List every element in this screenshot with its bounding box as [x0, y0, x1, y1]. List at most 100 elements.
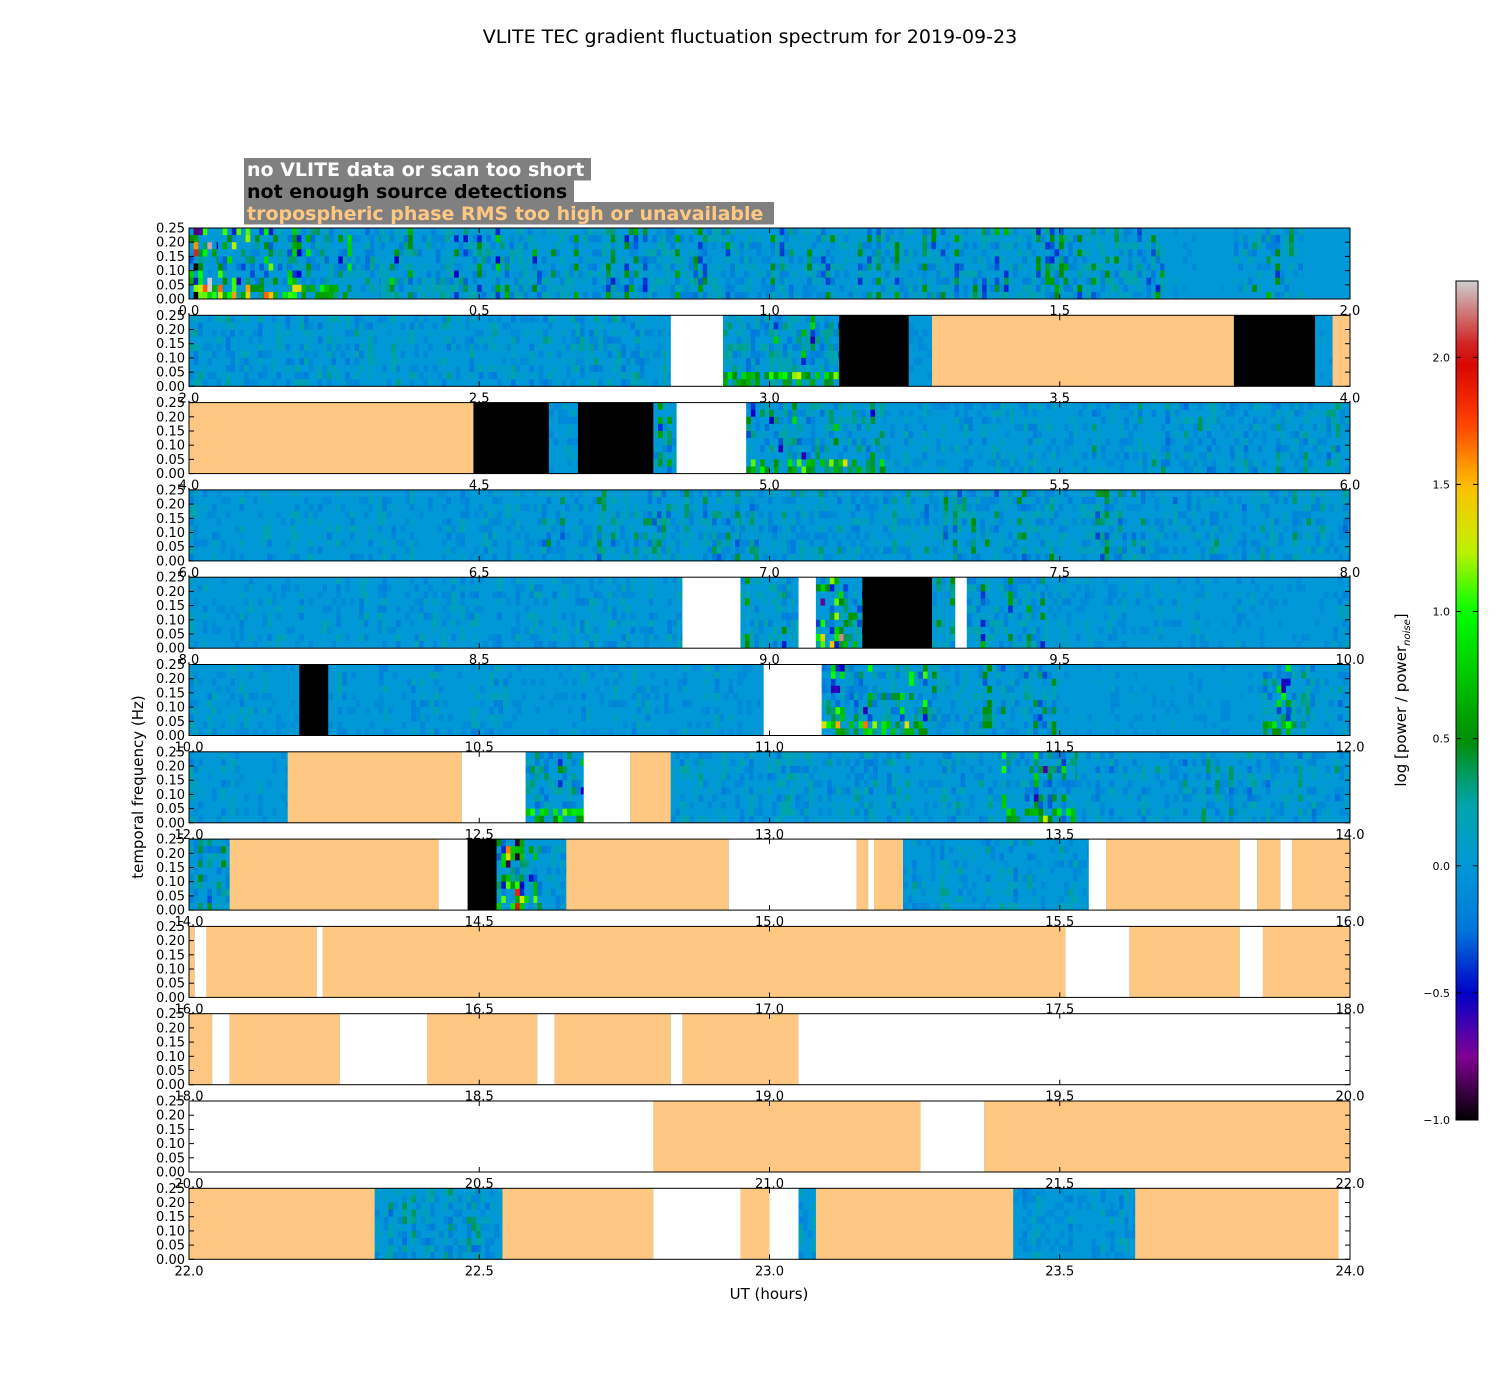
spectrum-cell: [222, 242, 228, 250]
spectrum-cell: [750, 431, 756, 439]
spectrum-cell: [212, 357, 217, 366]
spectrum-cell: [486, 263, 492, 271]
spectrum-cell: [262, 372, 268, 380]
spectrum-cell: [1270, 270, 1276, 278]
spectrum-cell: [527, 256, 533, 264]
spectrum-cell: [236, 256, 242, 264]
spectrum-cell: [879, 459, 885, 467]
spectrum-cell: [1055, 431, 1061, 439]
spectrum-cell: [959, 466, 965, 474]
spectrum-cell: [861, 438, 867, 446]
spectrum-cell: [398, 228, 404, 236]
spectrum-cell: [1326, 242, 1332, 250]
spectrum-cell: [783, 423, 788, 432]
spectrum-cell: [230, 379, 236, 387]
spectrum-cell: [936, 263, 941, 271]
spectrum-cell: [601, 284, 607, 293]
spectrum-cell: [865, 445, 871, 453]
y-tick-label: 0.25: [156, 222, 185, 237]
spectrum-cell: [308, 372, 314, 380]
spectrum-cell: [403, 256, 409, 264]
spectrum-cell: [262, 329, 268, 337]
spectrum-cell: [982, 291, 987, 300]
spectrum-cell: [796, 431, 802, 439]
spectrum-cell: [862, 235, 868, 243]
spectrum-cell: [816, 263, 822, 271]
spectrum-cell: [296, 242, 302, 250]
spectrum-cell: [732, 350, 738, 359]
spectrum-cell: [658, 329, 664, 337]
spectrum-cell: [1100, 228, 1106, 236]
spectrum-cell: [1073, 452, 1079, 460]
spectrum-cell: [1064, 431, 1070, 439]
spectrum-cell: [248, 379, 254, 387]
spectrum-cell: [231, 235, 237, 243]
spectrum-cell: [876, 228, 882, 236]
spectrum-cell: [828, 365, 834, 373]
spectrum-cell: [917, 452, 923, 460]
spectrum-cell: [876, 256, 882, 264]
spectrum-cell: [1256, 263, 1262, 271]
spectrum-cell: [796, 423, 802, 432]
spectrum-cell: [856, 431, 862, 439]
spectrum-cell: [821, 263, 826, 271]
spectrum-cell: [405, 343, 411, 352]
spectrum-cell: [1040, 228, 1046, 236]
spectrum-cell: [1049, 235, 1055, 243]
spectrum-cell: [899, 452, 905, 460]
spectrum-cell: [922, 284, 928, 293]
spectrum-cell: [481, 263, 487, 271]
spectrum-cell: [986, 263, 991, 271]
spectrum-cell: [557, 379, 562, 387]
spectrum-cell: [248, 322, 254, 330]
spectrum-cell: [501, 379, 507, 387]
spectrum-cell: [1335, 270, 1341, 278]
spectrum-cell: [885, 459, 891, 467]
spectrum-cell: [538, 315, 544, 323]
spectrum-cell: [1228, 291, 1234, 300]
spectrum-cell: [271, 343, 277, 352]
spectrum-cell: [520, 336, 526, 344]
spectrum-cell: [899, 459, 905, 467]
spectrum-cell: [1233, 242, 1235, 250]
spectrum-cell: [838, 416, 844, 425]
spectrum-cell: [345, 379, 351, 387]
spectrum-cell: [661, 277, 667, 286]
spectrum-cell: [824, 445, 830, 453]
spectrum-cell: [379, 256, 381, 264]
spectrum-cell: [959, 402, 965, 410]
spectrum-cell: [467, 235, 473, 243]
spectrum-cell: [996, 466, 1001, 474]
spectrum-cell: [1317, 256, 1323, 264]
spectrum-cell: [833, 379, 839, 387]
spectrum-cell: [806, 431, 811, 439]
spectrum-cell: [730, 256, 736, 264]
spectrum-cell: [207, 235, 213, 243]
spectrum-cell: [959, 242, 964, 250]
spectrum-cell: [653, 357, 659, 366]
spectrum-cell: [999, 263, 1005, 271]
spectrum-cell: [830, 228, 836, 236]
spectrum-cell: [807, 235, 813, 243]
spectrum-cell: [264, 277, 269, 286]
spectrum-cell: [945, 242, 951, 250]
few-detections-segment: [577, 402, 654, 474]
spectrum-cell: [1210, 284, 1216, 293]
spectrum-cell: [647, 256, 653, 264]
spectrum-cell: [267, 343, 273, 352]
spectrum-cell: [1315, 350, 1321, 359]
spectrum-cell: [784, 270, 790, 278]
spectrum-cell: [825, 242, 831, 250]
spectrum-cell: [748, 263, 753, 271]
spectrum-cell: [787, 423, 793, 432]
spectrum-cell: [437, 343, 443, 352]
spectrum-cell: [578, 249, 584, 257]
spectrum-cell: [306, 235, 311, 243]
spectrum-cell: [1054, 242, 1060, 250]
spectrum-cell: [1298, 270, 1304, 278]
spectrum-cell: [824, 365, 830, 373]
spectrum-cell: [1315, 322, 1321, 330]
spectrum-cell: [852, 445, 857, 453]
spectrum-cell: [369, 235, 375, 243]
spectrum-cell: [327, 329, 332, 337]
